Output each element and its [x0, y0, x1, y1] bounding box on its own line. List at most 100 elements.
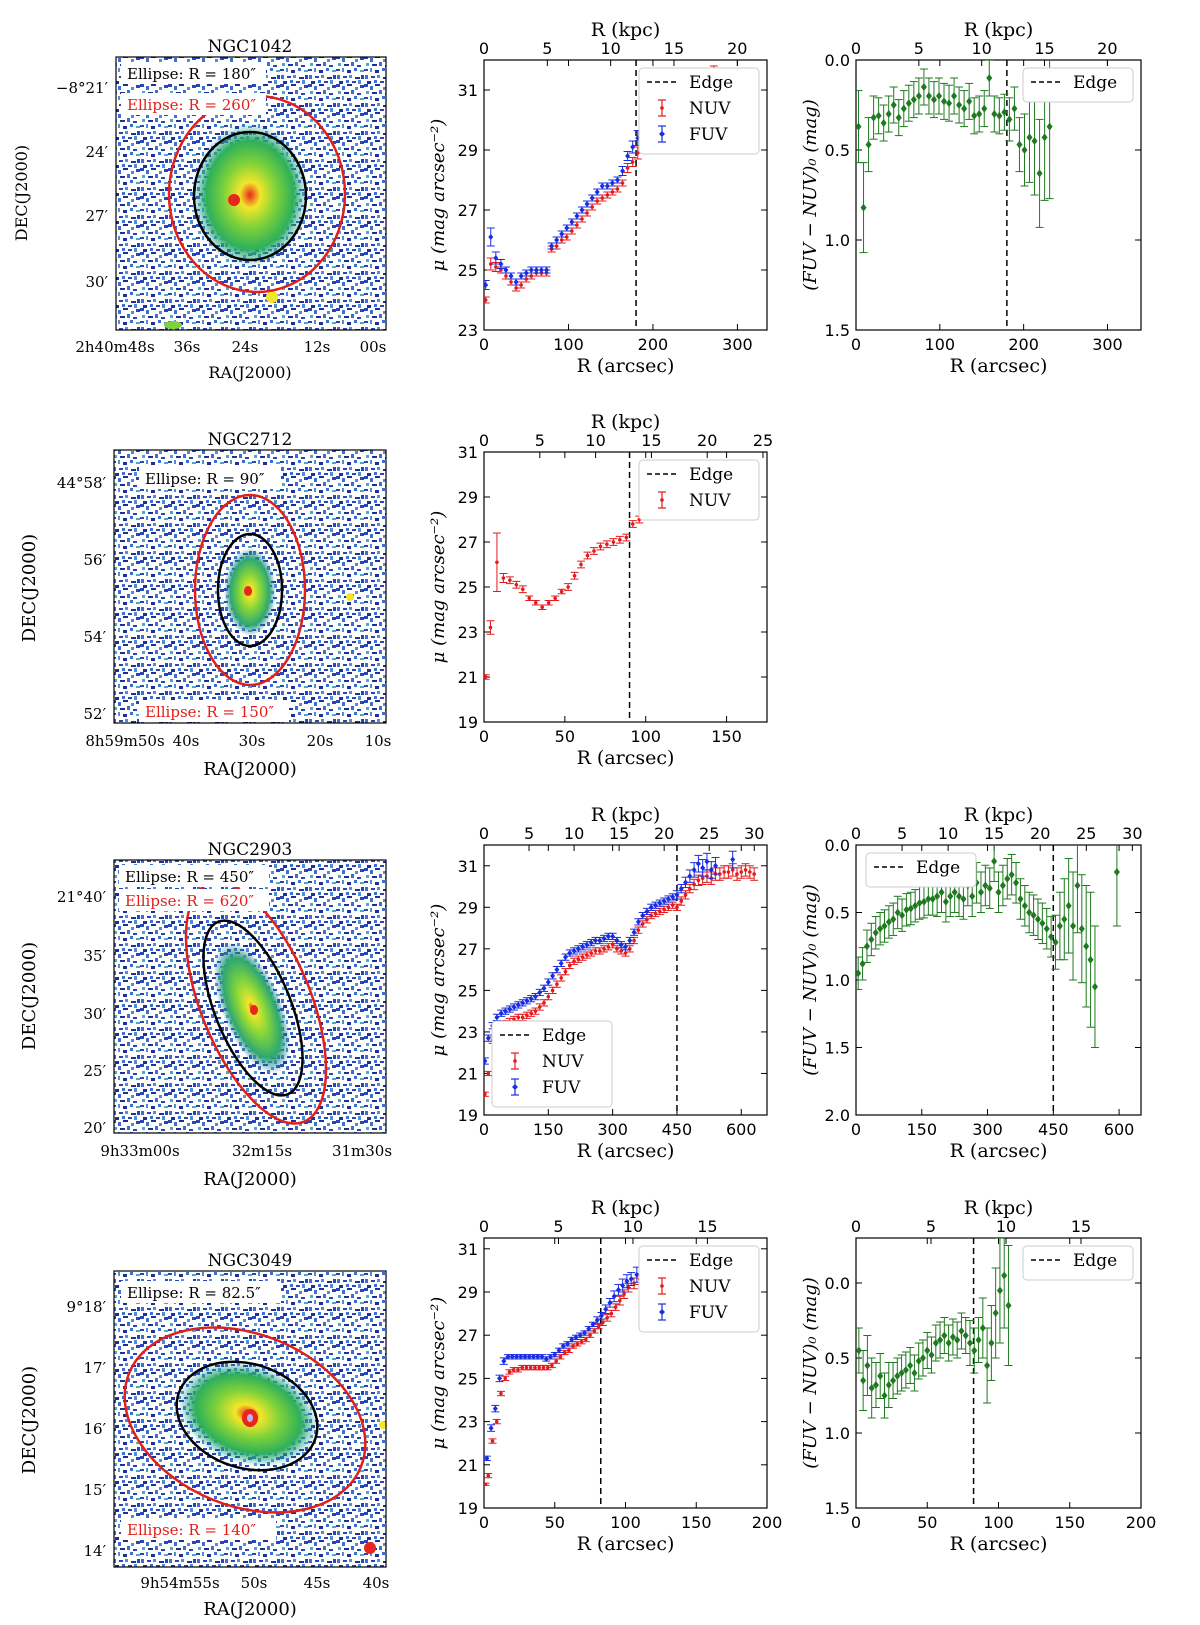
ra-tick: 31m30s	[332, 1142, 392, 1160]
y-tick-label: 27	[458, 533, 478, 552]
legend-label: NUV	[689, 491, 731, 511]
data-point	[575, 1342, 580, 1346]
image-frame	[115, 56, 387, 331]
y-tick-label: 31	[458, 857, 478, 876]
top-axis-label: R (kpc)	[591, 804, 661, 826]
data-point	[885, 917, 892, 926]
data-point	[954, 1336, 961, 1344]
y-tick-label: 19	[458, 1499, 478, 1518]
data-point	[625, 166, 630, 170]
data-point	[499, 268, 503, 272]
y-axis-label: (FUV − NUV)₀ (mag)	[800, 1277, 821, 1468]
data-point	[1026, 908, 1033, 917]
data-point	[533, 600, 538, 605]
data-point	[567, 950, 573, 956]
x-tick-label: 0	[851, 335, 861, 354]
data-point	[516, 1367, 520, 1372]
data-point	[488, 234, 494, 240]
data-point	[518, 273, 524, 279]
dec-axis-label: DEC(J2000)	[12, 145, 31, 241]
kpc-tick-label: 15	[641, 431, 661, 450]
data-point	[885, 110, 892, 118]
legend-box	[638, 67, 760, 155]
data-point	[877, 1372, 884, 1380]
y-tick-label: 0.0	[825, 1274, 850, 1293]
star-source	[164, 321, 182, 329]
legend-marker	[660, 1284, 664, 1288]
data-point	[494, 1014, 500, 1021]
data-point	[880, 119, 887, 127]
data-point	[907, 1361, 914, 1370]
legend: Edge NUV	[638, 459, 760, 521]
data-point	[490, 1439, 495, 1443]
dec-tick: 21°40′	[57, 888, 107, 906]
data-point	[1006, 115, 1013, 124]
data-point	[485, 1035, 491, 1042]
x-tick-label: 450	[662, 1120, 693, 1139]
data-point	[529, 274, 534, 278]
data-point	[986, 74, 993, 82]
galaxy-core	[250, 1005, 258, 1015]
data-point	[870, 113, 877, 122]
data-point	[604, 183, 610, 189]
data-point	[516, 1015, 521, 1020]
data-point	[601, 935, 607, 942]
data-point	[600, 196, 605, 200]
top-axis-label: R (kpc)	[964, 804, 1034, 826]
legend-box	[491, 1020, 613, 1108]
data-point	[935, 92, 942, 100]
x-tick-label: 450	[1038, 1120, 1069, 1139]
data-point	[560, 1343, 566, 1349]
x-tick-label: 200	[638, 335, 669, 354]
x-tick-label: 150	[533, 1120, 564, 1139]
data-point	[613, 1305, 618, 1309]
data-point	[592, 549, 596, 553]
data-point	[988, 1339, 995, 1347]
data-point	[550, 1363, 554, 1368]
data-point	[549, 243, 555, 249]
data-point	[996, 111, 1003, 120]
ra-axis-label: RA(J2000)	[203, 759, 297, 780]
x-tick-label: 100	[983, 1513, 1014, 1532]
dec-tick: 35′	[84, 947, 107, 965]
ellipse-inner	[175, 1360, 319, 1472]
data-point	[553, 596, 557, 601]
data-point	[514, 582, 519, 587]
data-point	[868, 935, 875, 944]
kpc-tick-label: 30	[1122, 824, 1142, 843]
kpc-tick-label: 15	[664, 39, 684, 58]
data-point	[946, 99, 953, 108]
y-axis-label: μ (mag arcsec⁻²)	[428, 119, 449, 272]
data-point	[937, 1336, 944, 1344]
legend: Edge NUV FUV	[638, 67, 760, 155]
panel-profile-ngc2712: 0 50 100 150 0 5 10 15 20 25 19 21 23 25 27 29 31 R (arcs…	[428, 411, 773, 769]
legend-label: Edge	[1073, 1251, 1117, 1271]
y-tick-label: 31	[458, 81, 478, 100]
data-point	[585, 553, 590, 558]
data-point	[620, 181, 625, 185]
dec-tick: −8°21′	[56, 79, 109, 97]
legend-label: FUV	[689, 1303, 728, 1323]
y-tick-label: 1.5	[825, 1499, 850, 1518]
y-tick-label: 1.5	[825, 1039, 850, 1058]
x-tick-label: 200	[1008, 335, 1039, 354]
data-point	[984, 1361, 991, 1370]
data-point	[925, 895, 932, 903]
data-point	[941, 97, 948, 106]
x-axis-label: R (arcsec)	[950, 1533, 1048, 1555]
data-point	[1070, 922, 1077, 930]
data-point	[585, 211, 589, 215]
data-point	[859, 959, 866, 968]
data-point	[563, 969, 568, 974]
kpc-tick-label: 5	[542, 39, 552, 58]
x-tick-label: 0	[479, 335, 489, 354]
top-axis-label: R (kpc)	[591, 411, 661, 433]
ellipse-label-outer: Ellipse: R = 260″	[127, 96, 256, 114]
data-point	[875, 111, 882, 120]
data-point	[558, 1355, 563, 1359]
kpc-tick-label: 0	[479, 1217, 489, 1236]
ra-tick: 2h40m48s	[75, 338, 154, 356]
data-point	[610, 190, 615, 194]
label-box	[121, 1281, 281, 1303]
data-point	[494, 1419, 499, 1424]
